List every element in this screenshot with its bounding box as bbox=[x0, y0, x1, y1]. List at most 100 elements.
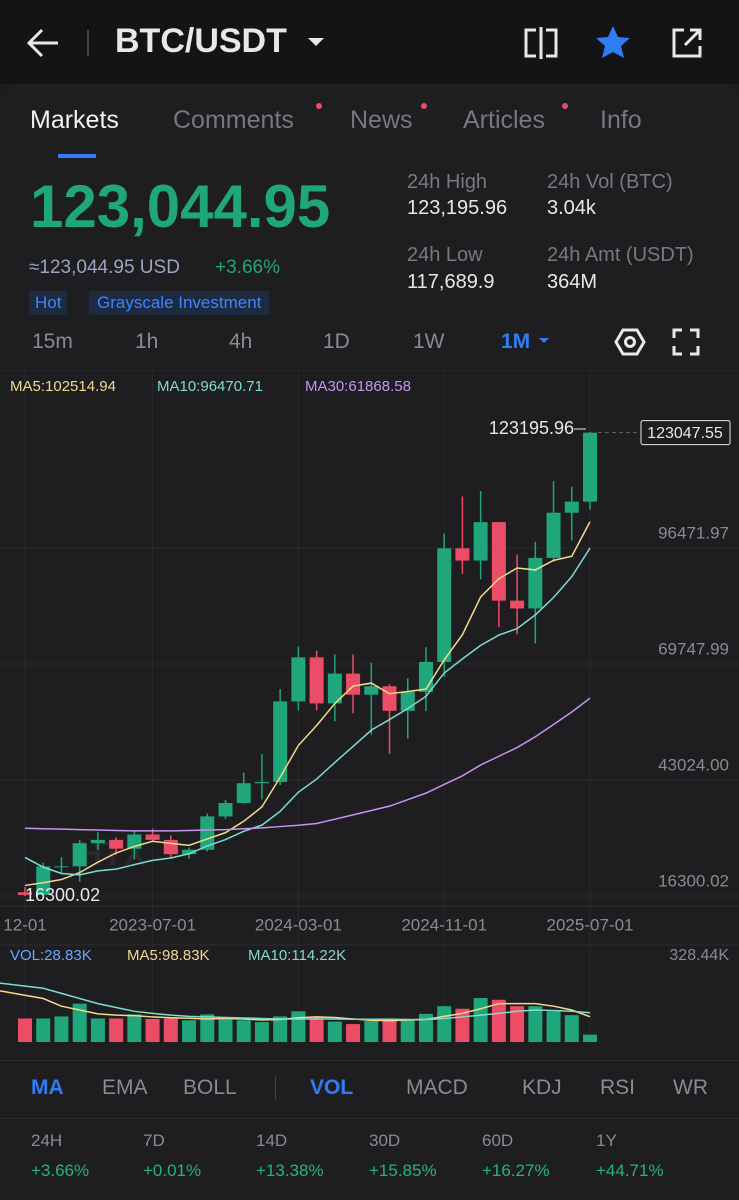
legend-entry: VOL:28.83K bbox=[10, 947, 92, 964]
y-tick-label: 16300.02 bbox=[658, 872, 729, 891]
volume-bar bbox=[145, 1018, 160, 1042]
volume-bar bbox=[291, 1011, 306, 1042]
compare-icon[interactable] bbox=[522, 26, 560, 60]
candle-body bbox=[72, 843, 87, 867]
pair-dropdown[interactable] bbox=[306, 36, 326, 48]
badge-dot bbox=[316, 103, 322, 109]
fullscreen-icon[interactable] bbox=[672, 328, 700, 356]
candle-body bbox=[163, 839, 178, 855]
stat-value: 117,689.9 bbox=[407, 271, 495, 293]
interval[interactable]: 1D bbox=[323, 330, 350, 353]
stat-value: 364M bbox=[547, 271, 598, 293]
volume-bar bbox=[346, 1024, 361, 1042]
pair-title[interactable]: BTC/USDT bbox=[115, 22, 287, 60]
stat-label: 24h Low bbox=[407, 244, 483, 266]
y-tick-label: 328.44K bbox=[669, 947, 729, 964]
volume-bar bbox=[72, 1003, 87, 1042]
separator bbox=[0, 1118, 739, 1119]
candle-body bbox=[90, 839, 105, 844]
candle-body bbox=[309, 657, 324, 704]
volume-bar bbox=[400, 1020, 415, 1042]
last-price: 123,044.95 bbox=[30, 173, 331, 240]
x-tick-label: 2024-03-01 bbox=[255, 915, 342, 934]
volume-bar bbox=[127, 1014, 142, 1042]
tab[interactable]: Info bbox=[600, 106, 642, 134]
badge-dot bbox=[562, 103, 568, 109]
stat-label: 24h High bbox=[407, 171, 488, 193]
period-label: 14D bbox=[256, 1131, 288, 1150]
period-label: 7D bbox=[143, 1131, 165, 1150]
legend-entry: MA5:102514.94 bbox=[10, 378, 116, 395]
chart: HTX 16300.0243024.0069747.9996471.9712-0… bbox=[0, 370, 739, 1045]
separator bbox=[0, 1060, 739, 1061]
indicator[interactable]: WR bbox=[673, 1076, 708, 1099]
candle-body bbox=[109, 839, 124, 849]
interval[interactable]: 1M bbox=[501, 330, 531, 353]
candle-body bbox=[54, 866, 69, 868]
candle-body bbox=[564, 501, 579, 513]
candle-body bbox=[291, 657, 306, 702]
candle-body bbox=[254, 781, 269, 784]
favorite-icon[interactable] bbox=[594, 24, 632, 60]
back-button[interactable] bbox=[24, 26, 64, 60]
candle-body bbox=[145, 834, 160, 840]
tag[interactable]: Hot bbox=[29, 291, 68, 315]
volume-bar bbox=[90, 1018, 105, 1042]
interval-caret bbox=[539, 338, 549, 343]
candle-body bbox=[200, 816, 215, 850]
indicator[interactable]: MA bbox=[31, 1076, 64, 1099]
volume-bar bbox=[327, 1021, 342, 1042]
candle-body bbox=[36, 866, 51, 895]
volume-bar bbox=[54, 1016, 69, 1042]
volume-bar bbox=[182, 1020, 197, 1042]
volume-bar bbox=[382, 1018, 397, 1042]
candle-body bbox=[327, 673, 342, 704]
stat-value: 123,195.96 bbox=[407, 197, 508, 219]
settings-icon[interactable] bbox=[614, 327, 646, 357]
x-tick-label: 12-01 bbox=[3, 915, 46, 934]
tab-indicator bbox=[58, 154, 96, 158]
stat-value: 3.04k bbox=[547, 197, 596, 219]
candle-body bbox=[528, 557, 543, 609]
tab[interactable]: News bbox=[350, 106, 413, 134]
indicator[interactable]: EMA bbox=[102, 1076, 148, 1099]
volume-bar bbox=[491, 999, 506, 1042]
indicator[interactable]: RSI bbox=[600, 1076, 636, 1099]
y-tick-label: 43024.00 bbox=[658, 755, 729, 774]
interval[interactable]: 4h bbox=[229, 330, 253, 353]
indicator[interactable]: VOL bbox=[310, 1076, 354, 1099]
candle-body bbox=[382, 686, 397, 711]
indicator[interactable]: MACD bbox=[406, 1076, 468, 1099]
tab[interactable]: Markets bbox=[30, 106, 119, 134]
volume-bar bbox=[36, 1018, 51, 1042]
tab[interactable]: Comments bbox=[173, 106, 294, 134]
interval[interactable]: 1W bbox=[413, 330, 445, 353]
stat-label: 24h Vol (BTC) bbox=[547, 171, 673, 193]
candle-body bbox=[364, 686, 379, 695]
card bbox=[0, 84, 739, 1200]
indicator[interactable]: KDJ bbox=[522, 1076, 562, 1099]
volume-bar bbox=[473, 998, 488, 1042]
volume-bar bbox=[528, 1006, 543, 1042]
fiat-price: ≈123,044.95 USD bbox=[29, 257, 180, 278]
divider bbox=[87, 30, 89, 56]
legend-entry: MA5:98.83K bbox=[127, 947, 210, 964]
candle-body bbox=[182, 849, 197, 855]
interval[interactable]: 1h bbox=[135, 330, 159, 353]
tag[interactable]: Grayscale Investment bbox=[89, 291, 270, 315]
last-price-box bbox=[640, 420, 731, 446]
volume-bar bbox=[418, 1013, 433, 1042]
candle-body bbox=[510, 600, 525, 609]
candle-body bbox=[18, 892, 32, 895]
indicator[interactable]: BOLL bbox=[183, 1076, 237, 1099]
candle-body bbox=[491, 522, 506, 601]
share-icon[interactable] bbox=[670, 26, 706, 60]
volume-bar bbox=[583, 1034, 597, 1042]
tab[interactable]: Articles bbox=[463, 106, 545, 134]
x-tick-label: 2025-07-01 bbox=[547, 915, 634, 934]
y-tick-label: 96471.97 bbox=[658, 523, 729, 542]
volume-bar bbox=[309, 1016, 324, 1042]
candle-body bbox=[473, 522, 488, 561]
interval[interactable]: 15m bbox=[32, 330, 73, 353]
